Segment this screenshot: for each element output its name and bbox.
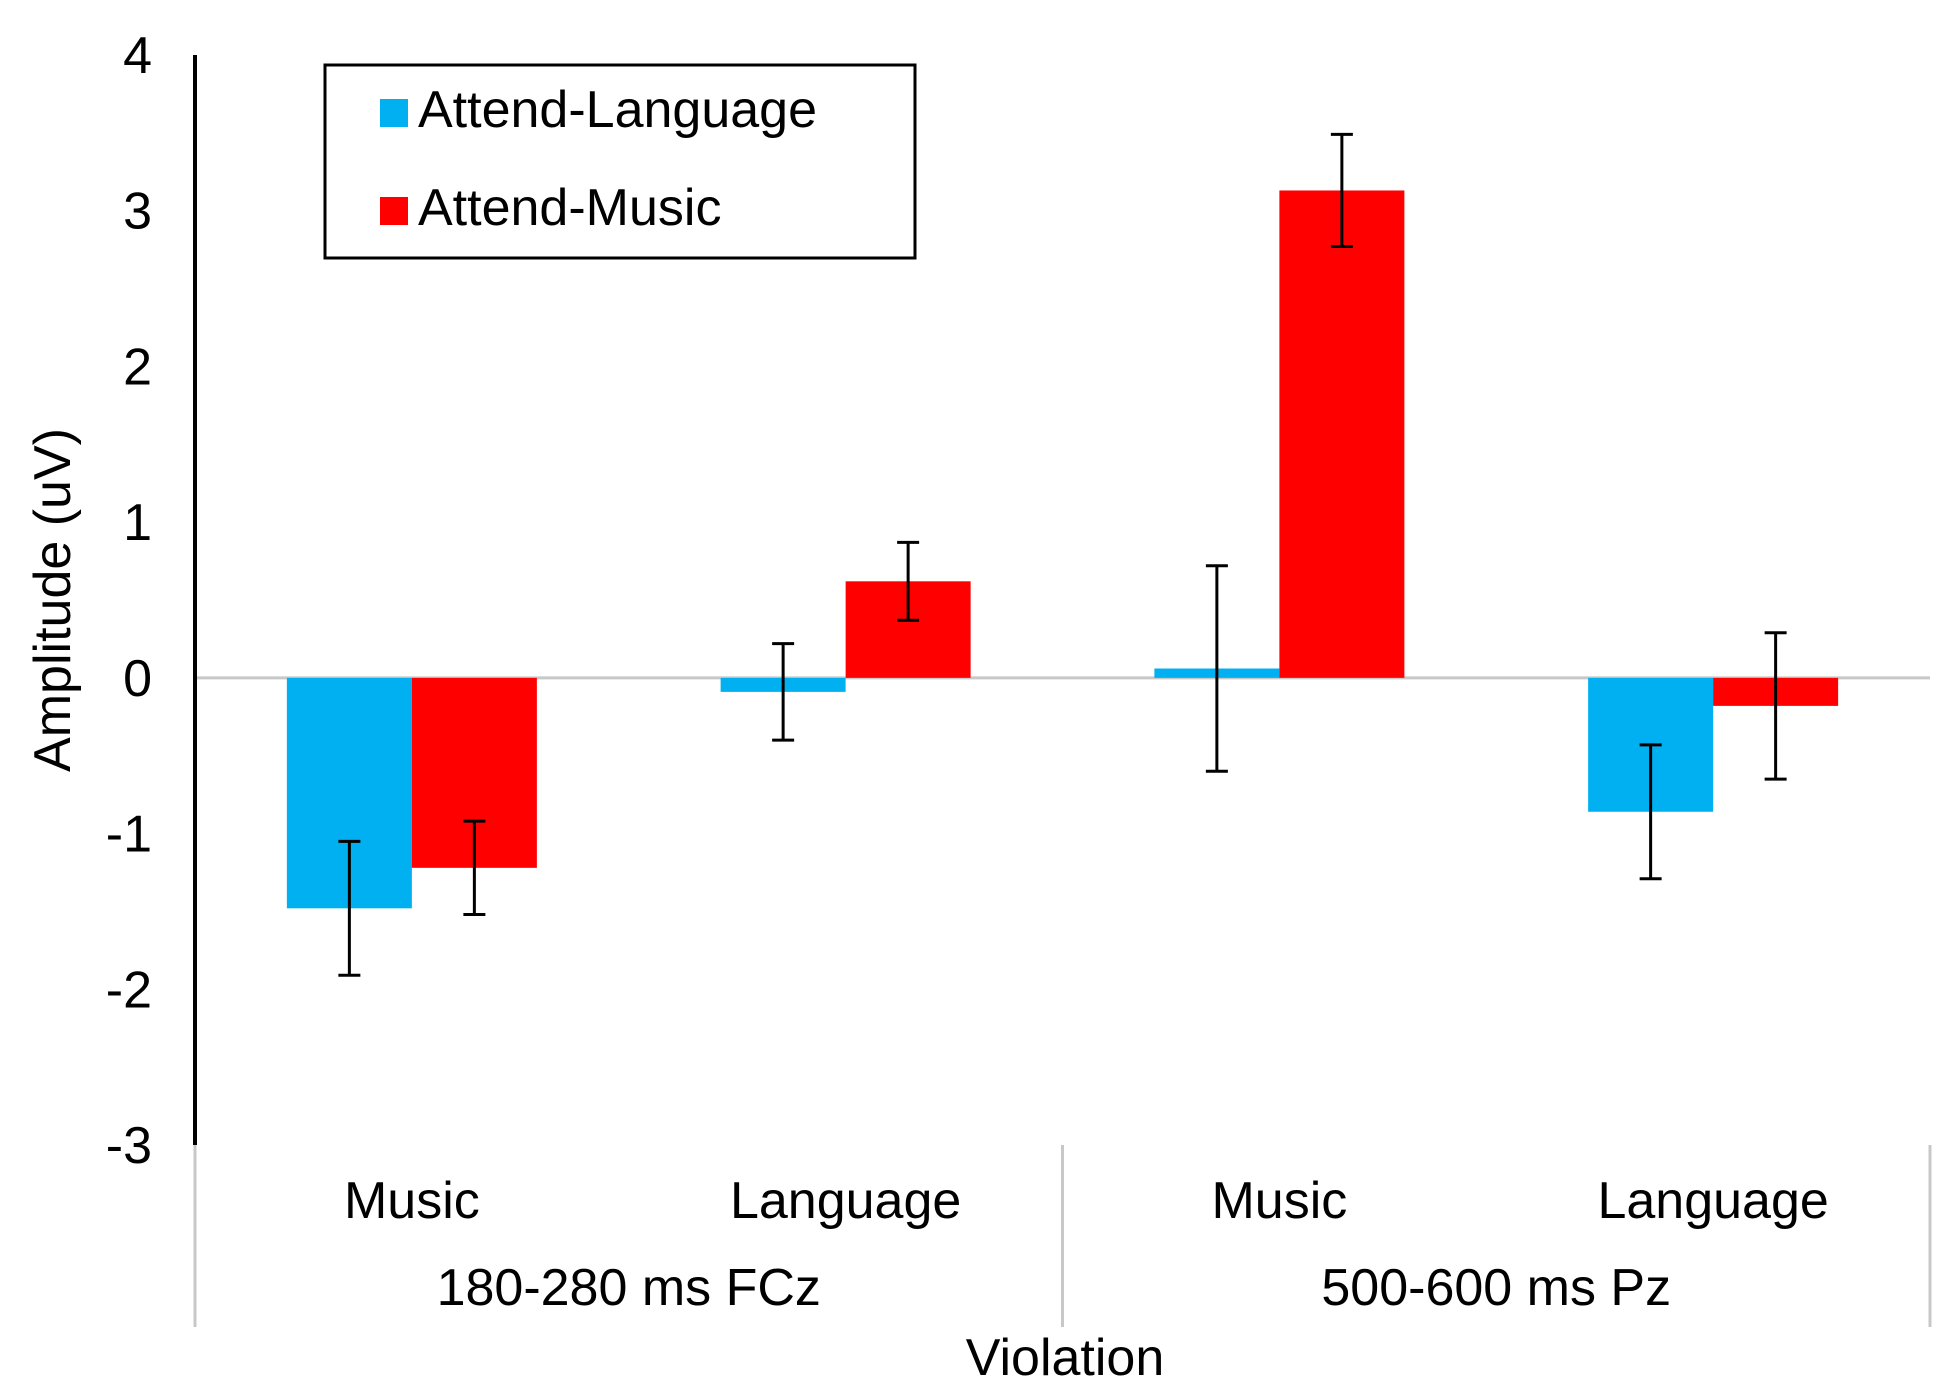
y-axis-title: Amplitude (uV) — [24, 428, 82, 772]
legend-swatch-attend-music — [380, 197, 408, 225]
category-label: Music — [1211, 1172, 1347, 1230]
y-tick-label: 1 — [123, 494, 152, 552]
error-bar-attend-language-2 — [1205, 564, 1228, 773]
y-tick-label: -1 — [106, 806, 152, 864]
legend-label-attend-language: Attend-Language — [418, 81, 817, 139]
y-tick-label: 0 — [123, 650, 152, 708]
y-tick-label: -2 — [106, 961, 152, 1019]
y-tick-labels: 4 3 2 1 0 -1 -2 -3 — [106, 27, 152, 1175]
category-label: Music — [344, 1172, 480, 1230]
legend: Attend-Language Attend-Music — [323, 63, 917, 260]
error-bar-attend-language-1 — [772, 642, 795, 742]
category-labels: Music Language Music Language 180-280 ms FCz… — [344, 1172, 1829, 1317]
error-bar-attend-language-0 — [338, 839, 361, 977]
y-tick-label: 3 — [123, 183, 152, 241]
error-bar-attend-music-3 — [1764, 631, 1787, 781]
error-bar-attend-music-2 — [1330, 132, 1353, 249]
y-tick-label: -3 — [106, 1117, 152, 1175]
x-axis-title: Violation — [966, 1329, 1165, 1387]
category-label: Language — [1597, 1172, 1828, 1230]
y-tick-label: 4 — [123, 27, 152, 85]
error-bar-attend-music-0 — [463, 819, 486, 917]
group-label: 180-280 ms FCz — [437, 1259, 821, 1317]
legend-swatch-attend-language — [380, 99, 408, 127]
legend-box — [323, 63, 917, 260]
y-tick-label: 2 — [123, 338, 152, 396]
group-label: 500-600 ms Pz — [1321, 1259, 1671, 1317]
legend-label-attend-music: Attend-Music — [418, 179, 721, 237]
error-bars — [338, 132, 1787, 977]
axes — [193, 55, 1932, 1327]
category-label: Language — [730, 1172, 961, 1230]
error-bar-attend-language-3 — [1639, 743, 1662, 881]
error-bar-attend-music-1 — [897, 540, 920, 622]
bar-attend-music-2 — [1279, 190, 1405, 678]
bars — [286, 190, 1839, 909]
